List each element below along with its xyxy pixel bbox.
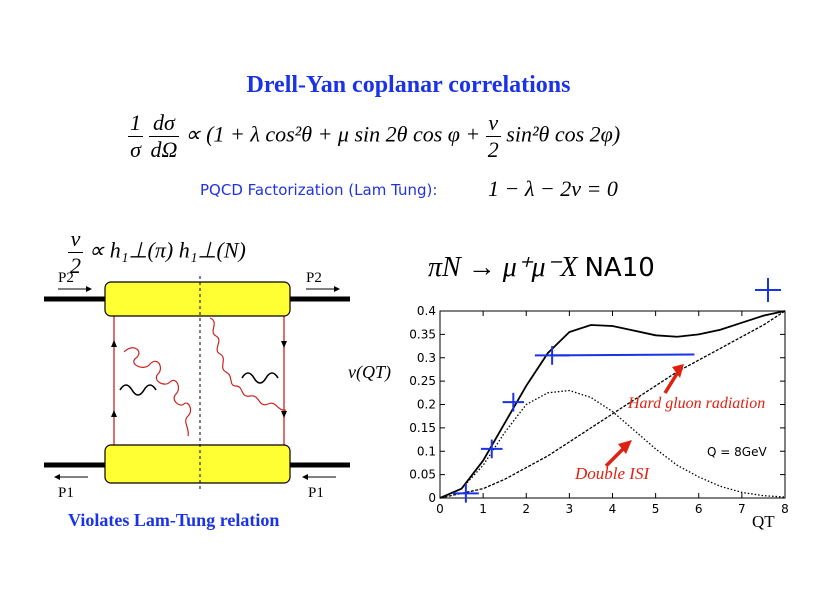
- nu-over-two: ν 2: [485, 110, 501, 163]
- frac-den: 2: [70, 253, 81, 278]
- p1-left-label: P1: [58, 485, 74, 501]
- gluon-right: [209, 317, 287, 411]
- y-tick-label: 0.05: [409, 468, 436, 482]
- x-tick-label: 0: [436, 502, 444, 516]
- frac-num: 1: [128, 110, 143, 137]
- frac-num: ν: [485, 110, 501, 137]
- series-line: [439, 310, 786, 499]
- x-tick-label: 8: [781, 502, 789, 516]
- y-tick-label: 0.25: [409, 374, 436, 388]
- y-tick-label: 0.3: [417, 351, 436, 365]
- y-tick-label: 0.2: [417, 398, 436, 412]
- arrow-icon: [302, 474, 308, 480]
- series-line: [439, 310, 786, 499]
- frac-num: ν: [68, 226, 83, 253]
- q-value-label: Q = 8GeV: [707, 445, 767, 459]
- relation-rhs: ∝ h₁⊥(π) h₁⊥(N): [88, 237, 246, 263]
- gluon-left: [123, 347, 192, 437]
- equation-tail: sin²θ cos 2φ): [506, 121, 621, 147]
- y-tick-label: 0.15: [409, 421, 436, 435]
- hard-gluon-arrow: [663, 371, 680, 394]
- arrow-icon: [111, 340, 117, 347]
- p1-right-label: P1: [308, 485, 324, 501]
- dsigma-domega: dσ dΩ: [148, 110, 180, 163]
- arrow-icon: [618, 440, 632, 454]
- nu-half: ν 2: [68, 226, 83, 279]
- experiment-label: NA10: [584, 253, 655, 283]
- y-tick-label: 0: [428, 491, 436, 505]
- x-tick-label: 2: [522, 502, 530, 516]
- frac-num: dσ: [148, 110, 180, 137]
- photon-left: [119, 384, 157, 396]
- double-isi-arrow: [604, 446, 626, 468]
- process-label: πN → μ⁺μ⁻X NA10: [428, 250, 655, 284]
- proportional-symbol: ∝: [184, 121, 201, 147]
- lam-tung-equation: 1 − λ − 2ν = 0: [488, 176, 618, 201]
- equation-body: (1 + λ cos²θ + μ sin 2θ cos φ +: [206, 121, 481, 147]
- data-points: [452, 346, 695, 503]
- pqcd-label: PQCD Factorization (Lam Tung):: [200, 181, 438, 199]
- slide-title: Drell-Yan coplanar correlations: [246, 72, 571, 98]
- arrow-icon: [334, 286, 340, 292]
- angular-distribution-equation: 1 σ dσ dΩ ∝ (1 + λ cos²θ + μ sin 2θ cos …: [128, 110, 620, 163]
- y-tick-label: 0.1: [417, 444, 436, 458]
- x-tick-label: 7: [738, 502, 746, 516]
- arrow-icon: [54, 474, 60, 480]
- boer-mulders-relation: ν 2 ∝ h₁⊥(π) h₁⊥(N): [68, 226, 246, 279]
- x-tick-label: 4: [609, 502, 617, 516]
- x-tick-label: 3: [566, 502, 574, 516]
- p2-right-label: P2: [306, 270, 322, 286]
- arrow-icon: [281, 411, 287, 418]
- frac-den: dΩ: [150, 137, 178, 162]
- x-axis-label: QT: [752, 512, 775, 531]
- frac-den: σ: [130, 137, 141, 162]
- one-over-sigma: 1 σ: [128, 110, 143, 163]
- frac-den: 2: [487, 137, 499, 162]
- hard-gluon-label: Hard gluon radiation: [627, 395, 765, 412]
- x-tick-label: 6: [695, 502, 703, 516]
- series-line: [439, 389, 786, 499]
- x-tick-label: 1: [479, 502, 487, 516]
- violates-label: Violates Lam-Tung relation: [68, 510, 280, 530]
- axis-ticks: 0 1 2 3 4 5 6 7 8 0 0.05 0.1 0.15 0.2 0.25 0.3 0.35 0.4: [409, 304, 789, 516]
- y-axis-label: ν(QT): [348, 362, 391, 383]
- double-isi-label: Double ISI: [574, 464, 650, 483]
- arrow-icon: [672, 364, 684, 378]
- arrow-icon: [86, 286, 92, 292]
- upper-hadron-blob: [104, 281, 291, 317]
- p2-left-label: P2: [58, 270, 74, 286]
- arrow-icon: [281, 341, 287, 348]
- x-tick-label: 5: [652, 502, 660, 516]
- photon-right: [241, 372, 279, 384]
- y-tick-label: 0.35: [409, 327, 436, 341]
- chart-lines: [439, 310, 786, 499]
- process-text: πN → μ⁺μ⁻X: [428, 252, 578, 283]
- arrow-icon: [111, 410, 117, 417]
- data-point-band: [552, 353, 695, 357]
- lower-hadron-blob: [104, 444, 291, 484]
- y-tick-label: 0.4: [417, 304, 436, 318]
